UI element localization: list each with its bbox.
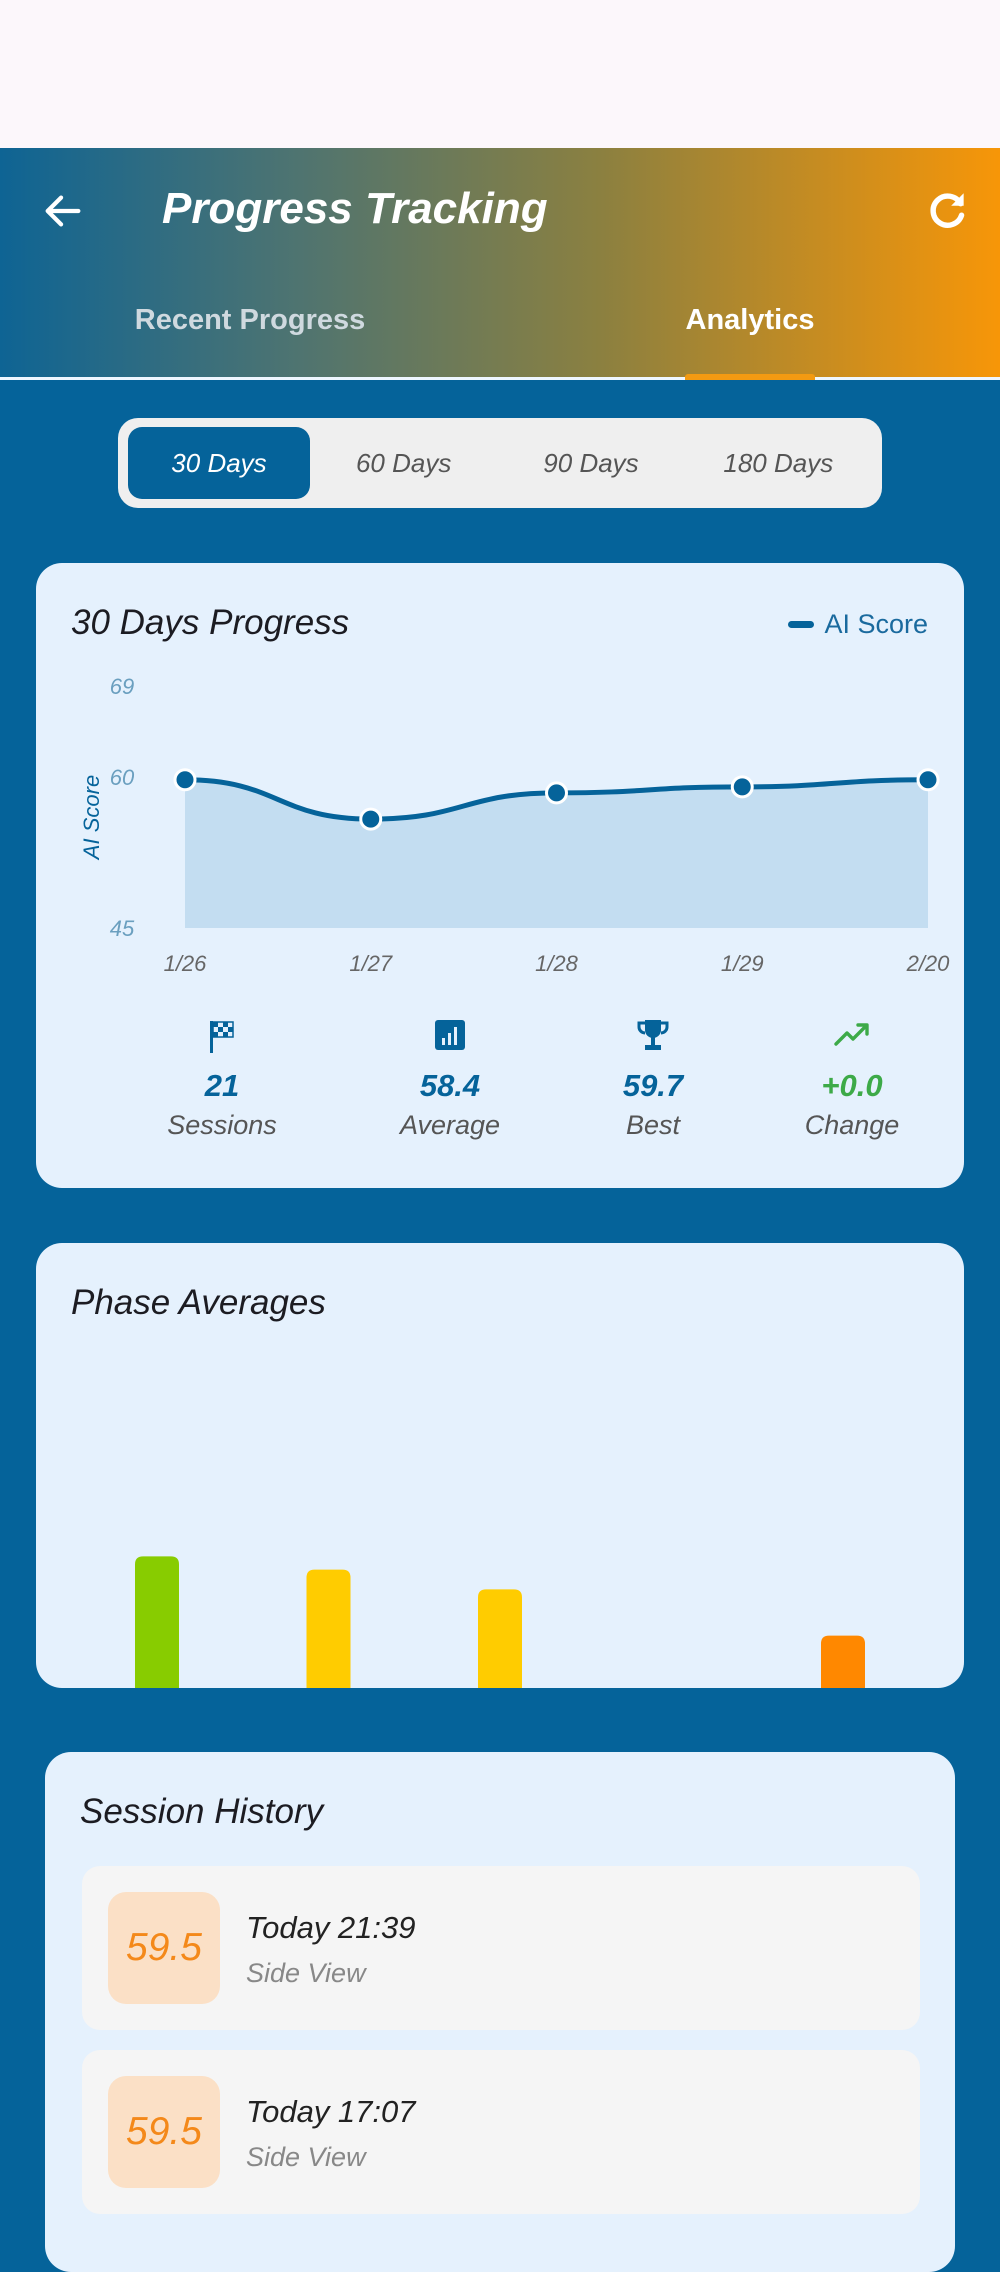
legend-swatch xyxy=(788,621,815,628)
stat-label: Average xyxy=(399,1110,501,1140)
stat-value: 58.4 xyxy=(419,1068,481,1103)
bar xyxy=(306,1569,351,1688)
session-score: 59.5 xyxy=(108,2076,220,2188)
stat-best: 59.7 Best xyxy=(553,1018,753,1141)
data-point xyxy=(359,807,383,831)
session-view: Side View xyxy=(246,2142,366,2172)
data-point xyxy=(730,775,754,799)
x-tick-label: 1/26 xyxy=(164,951,208,976)
area-fill xyxy=(185,779,928,928)
stat-value: 21 xyxy=(204,1068,240,1103)
bar-chart-icon xyxy=(435,1020,465,1050)
active-tab-indicator xyxy=(685,374,815,380)
session-history-title: Session History xyxy=(80,1792,324,1831)
session-item[interactable]: 59.5 Today 17:07 Side View xyxy=(82,2050,920,2214)
session-view: Side View xyxy=(246,1958,366,1988)
phase-averages-card: Phase Averages SetupPushSwingReleaseFoll… xyxy=(36,1243,964,1688)
stat-label: Best xyxy=(625,1110,681,1140)
bar xyxy=(478,1589,522,1688)
bar-chart: SetupPushSwingReleaseFollow xyxy=(135,1556,865,1688)
status-bar xyxy=(0,0,1000,148)
refresh-icon[interactable] xyxy=(922,186,972,236)
app-header: Progress Tracking Recent Progress Analyt… xyxy=(0,148,1000,380)
line-chart: 69 60 45 AI Score 1/26 1/27 1/28 1/29 2/20 xyxy=(79,674,951,976)
stats-row: 21 Sessions 58.4 Average 59.7 Best +0.0 … xyxy=(36,1018,964,1168)
arrow-left-icon[interactable] xyxy=(40,188,86,234)
stat-value: +0.0 xyxy=(821,1068,883,1103)
x-tick-label: 1/27 xyxy=(349,951,393,976)
legend-label: AI Score xyxy=(824,609,928,639)
stat-sessions: 21 Sessions xyxy=(122,1018,322,1141)
x-tick-label: 2/20 xyxy=(906,951,951,976)
tab-analytics[interactable]: Analytics xyxy=(685,304,815,336)
data-point xyxy=(545,781,568,805)
stat-change: +0.0 Change xyxy=(752,1018,952,1141)
chart-legend: AI Score xyxy=(788,609,928,640)
range-selector: 30 Days 60 Days 90 Days 180 Days xyxy=(118,418,882,508)
session-item[interactable]: 59.5 Today 21:39 Side View xyxy=(82,1866,920,2030)
page-title: Progress Tracking xyxy=(162,184,548,233)
progress-card-title: 30 Days Progress xyxy=(71,603,350,642)
range-30-days[interactable]: 30 Days xyxy=(128,427,310,499)
y-tick-label: 45 xyxy=(110,916,135,941)
y-tick-label: 60 xyxy=(110,765,135,790)
progress-card: 30 Days Progress AI Score 69 60 45 AI Score… xyxy=(36,563,964,1188)
x-tick-label: 1/28 xyxy=(535,951,579,976)
session-time: Today 21:39 xyxy=(246,1910,416,1945)
stat-value: 59.7 xyxy=(622,1068,684,1103)
bar xyxy=(135,1556,179,1688)
data-point xyxy=(916,768,940,792)
stat-average: 58.4 Average xyxy=(350,1018,550,1141)
y-tick-label: 69 xyxy=(110,674,134,699)
trending-up-icon xyxy=(834,1023,869,1046)
x-tick-label: 1/29 xyxy=(721,951,764,976)
stat-label: Change xyxy=(804,1110,900,1140)
range-180-days[interactable]: 180 Days xyxy=(723,448,834,478)
checkered-flag-icon xyxy=(210,1021,234,1053)
tab-recent-progress[interactable]: Recent Progress xyxy=(134,304,366,336)
session-history-card: Session History 59.5 Today 21:39 Side Vi… xyxy=(45,1752,955,2272)
range-90-days[interactable]: 90 Days xyxy=(543,448,639,478)
trophy-icon xyxy=(637,1020,669,1050)
data-point xyxy=(173,768,197,792)
session-time: Today 17:07 xyxy=(246,2094,416,2129)
session-score: 59.5 xyxy=(108,1892,220,2004)
stat-label: Sessions xyxy=(167,1110,277,1140)
bar xyxy=(821,1635,865,1688)
y-axis-label: AI Score xyxy=(79,775,104,861)
phase-card-title: Phase Averages xyxy=(71,1283,326,1322)
range-60-days[interactable]: 60 Days xyxy=(355,448,452,478)
